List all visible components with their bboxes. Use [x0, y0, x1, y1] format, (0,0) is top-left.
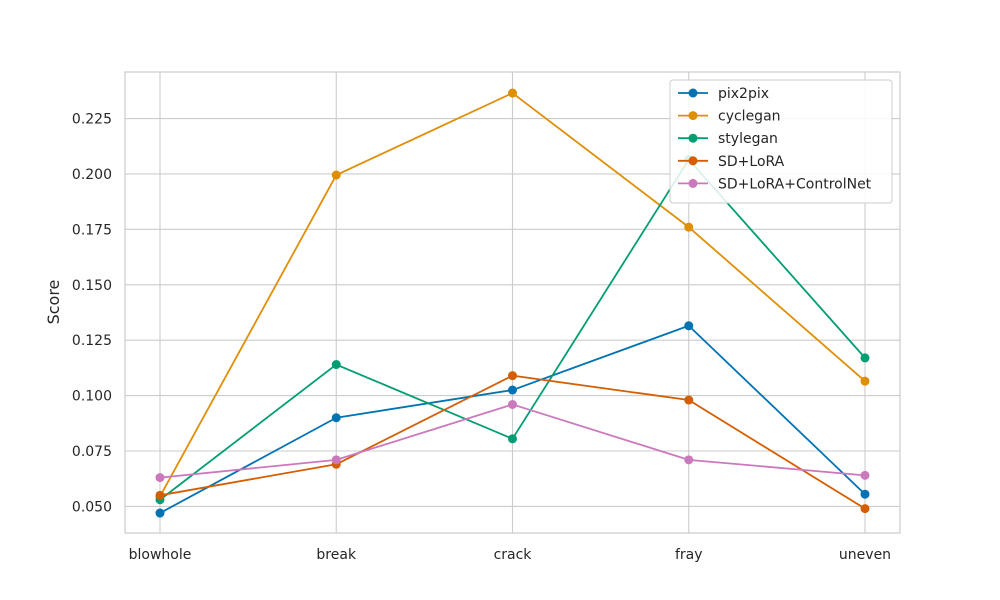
data-point-cyclegan-uneven — [860, 376, 870, 386]
data-point-cyclegan-fray — [684, 222, 694, 232]
y-tick-label: 0.100 — [72, 389, 112, 405]
x-tick-labels: blowhole break crack fray uneven — [129, 547, 891, 563]
y-tick-label: 0.125 — [72, 333, 112, 349]
series-sd-lora — [155, 371, 870, 514]
y-tick-label: 0.050 — [72, 499, 112, 515]
y-tick-label: 0.225 — [72, 112, 112, 128]
y-tick-label: 0.075 — [72, 444, 112, 460]
legend-label: SD+LoRA — [718, 154, 785, 170]
legend-label: stylegan — [718, 131, 778, 147]
legend-entry-sd-lora-controlnet: SD+LoRA+ControlNet — [678, 176, 872, 192]
data-point-sd-lora-controlnet-crack — [508, 399, 517, 409]
x-tick-label-blowhole: blowhole — [129, 547, 192, 563]
data-point-sd-lora-uneven — [860, 504, 870, 514]
x-tick-label-crack: crack — [494, 547, 533, 563]
series-group — [155, 88, 870, 518]
legend-label: cyclegan — [718, 109, 781, 125]
legend-box — [669, 79, 893, 204]
legend-label: pix2pix — [718, 86, 769, 102]
legend-swatch-marker — [688, 156, 698, 166]
legend-swatch-marker — [688, 178, 698, 188]
y-axis-label: Score — [44, 280, 63, 325]
legend-swatch-marker — [688, 133, 698, 143]
data-point-sd-lora-controlnet-uneven — [860, 470, 870, 480]
x-tick-label-fray: fray — [675, 547, 703, 563]
data-point-cyclegan-crack — [508, 88, 517, 98]
data-point-stylegan-crack — [508, 434, 517, 444]
plot-frame — [124, 71, 901, 534]
legend: pix2pix cyclegan stylegan SD+LoRA SD+LoRA+Co… — [669, 79, 893, 204]
legend-entry-pix2pix: pix2pix — [678, 86, 769, 102]
y-tick-label: 0.200 — [72, 167, 112, 183]
data-point-cyclegan-break — [331, 170, 341, 180]
legend-entry-cyclegan: cyclegan — [678, 109, 781, 125]
data-point-pix2pix-break — [331, 413, 341, 423]
data-point-sd-lora-controlnet-break — [331, 455, 341, 465]
series-pix2pix — [155, 321, 870, 518]
data-point-sd-lora-crack — [508, 371, 517, 381]
x-tick-label-break: break — [316, 547, 357, 563]
data-point-sd-lora-controlnet-fray — [684, 455, 694, 465]
x-tick-label-uneven: uneven — [839, 547, 891, 563]
data-point-stylegan-uneven — [860, 353, 870, 363]
data-point-stylegan-break — [331, 360, 341, 370]
data-point-pix2pix-crack — [508, 385, 517, 395]
data-point-pix2pix-fray — [684, 321, 694, 331]
legend-label: SD+LoRA+ControlNet — [718, 176, 872, 192]
data-point-sd-lora-fray — [684, 395, 694, 405]
data-point-sd-lora-controlnet-blowhole — [155, 473, 165, 483]
data-point-sd-lora-blowhole — [155, 490, 165, 500]
y-tick-label: 0.175 — [72, 222, 112, 238]
series-sd-lora-controlnet — [155, 399, 870, 483]
y-tick-label: 0.150 — [72, 278, 112, 294]
legend-swatch-marker — [688, 88, 698, 98]
legend-entry-sd-lora: SD+LoRA — [678, 154, 785, 170]
data-point-pix2pix-blowhole — [155, 508, 165, 518]
y-tick-labels: 0.050 0.075 0.100 0.125 0.150 0.175 0.200 0.225 — [72, 112, 112, 516]
legend-swatch-marker — [688, 111, 698, 121]
data-point-pix2pix-uneven — [860, 489, 870, 499]
legend-entry-stylegan: stylegan — [678, 131, 778, 147]
